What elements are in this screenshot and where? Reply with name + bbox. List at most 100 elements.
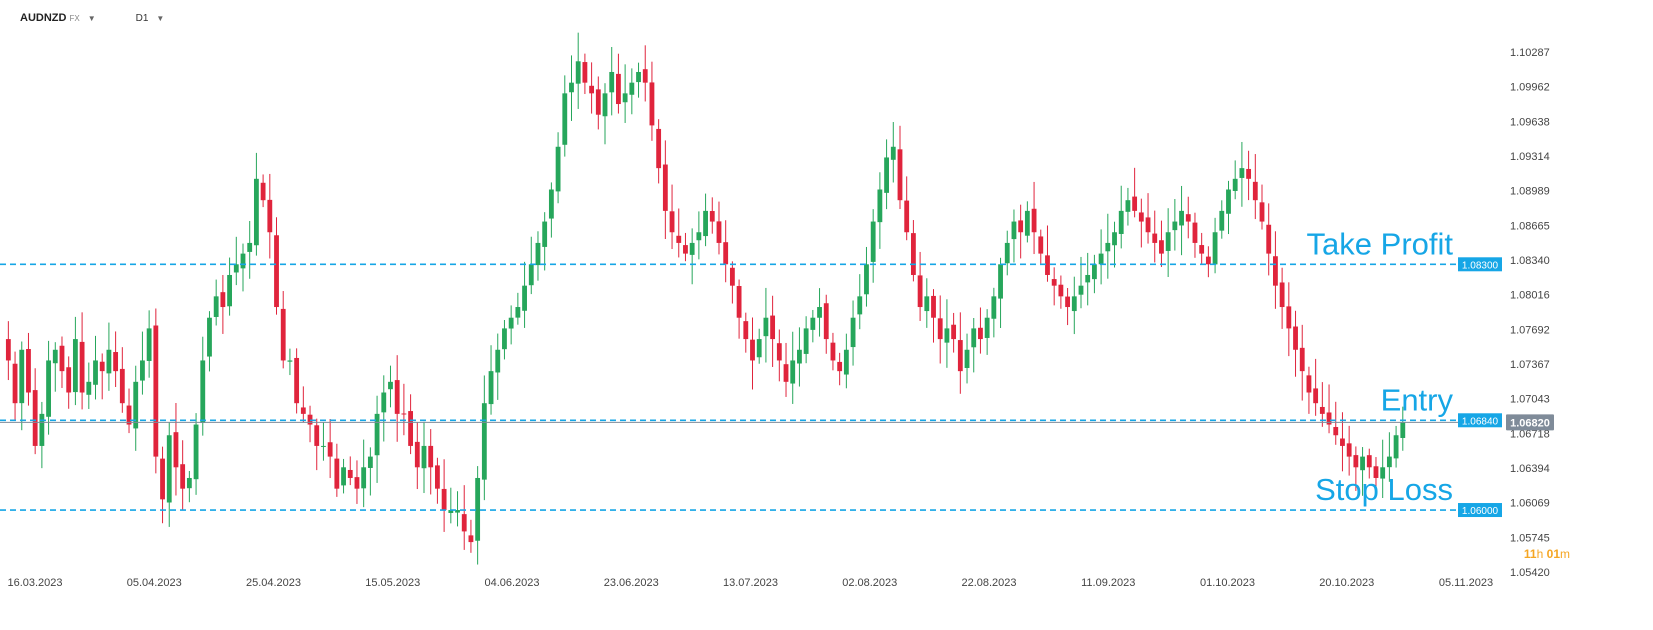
candle [1246, 150, 1252, 201]
candle [260, 174, 266, 208]
candle [502, 319, 507, 360]
candle [776, 329, 782, 382]
candle [1266, 203, 1272, 276]
time-axis[interactable]: 16.03.2023 05.04.2023 25.04.2023 15.05.2023… [7, 577, 1493, 589]
candle-body [1172, 221, 1178, 231]
candle [1273, 231, 1278, 309]
price-tick-label: 1.05420 [1510, 567, 1550, 579]
candle [327, 418, 333, 479]
candle-body [1239, 168, 1245, 178]
candle [1319, 382, 1325, 427]
candle [495, 333, 501, 400]
time-tick-label: 01.10.2023 [1200, 577, 1255, 589]
candle-body [381, 392, 387, 413]
candle [1152, 210, 1158, 263]
candle [783, 342, 789, 397]
candle [307, 405, 313, 443]
candle-body [1185, 214, 1191, 222]
candle-body [776, 343, 782, 361]
time-tick-label: 13.07.2023 [723, 577, 778, 589]
candle [294, 348, 300, 414]
candle-body [448, 510, 454, 513]
candle-body [1212, 232, 1218, 265]
candle-body [207, 317, 212, 357]
candle-body [622, 93, 628, 103]
candle [93, 335, 98, 400]
price-tick-label: 1.08665 [1510, 220, 1550, 232]
candle [240, 243, 246, 292]
candle-body [1266, 224, 1272, 254]
candle-body [703, 210, 708, 237]
candle-body [180, 464, 186, 489]
candle-body [401, 413, 407, 415]
candle [1091, 254, 1097, 294]
candle [991, 287, 997, 338]
candle [200, 336, 206, 436]
candle-body [1011, 221, 1017, 240]
candle [548, 182, 554, 238]
candle [1125, 187, 1131, 226]
candle [1085, 252, 1091, 306]
candle [341, 458, 346, 494]
candle-body [394, 380, 400, 414]
candle-body [790, 360, 796, 384]
candle-body [1279, 282, 1285, 308]
price-tick-label: 1.06394 [1510, 463, 1550, 475]
candle-body [1058, 284, 1064, 297]
price-axis[interactable]: 1.10287 1.09962 1.09638 1.09314 1.08989 1.086… [1506, 47, 1554, 579]
entry-price-tag-text: 1.06840 [1462, 416, 1499, 427]
caret-down-icon[interactable]: ▼ [87, 13, 96, 23]
candle [401, 383, 407, 436]
candle-body [133, 381, 139, 429]
candle [280, 291, 286, 369]
candle [978, 307, 983, 354]
candle-body [803, 328, 809, 354]
candle [589, 62, 595, 114]
candle-body [857, 296, 863, 315]
candle-body [642, 69, 648, 83]
candle [957, 312, 963, 394]
candle-body [32, 390, 38, 446]
price-tick-label: 1.07043 [1510, 394, 1550, 406]
time-tick-label: 05.11.2023 [1439, 577, 1493, 589]
candle-body [59, 345, 65, 372]
candle-body [709, 211, 715, 222]
candle-body [1132, 196, 1138, 211]
candle [428, 429, 434, 495]
candle [683, 232, 688, 262]
candle [106, 322, 112, 391]
candle [1373, 457, 1379, 492]
candle-body [267, 199, 273, 233]
candle-body [5, 339, 11, 361]
candle [870, 209, 876, 283]
candle-body [314, 425, 320, 446]
candle-body [280, 308, 286, 361]
candle [455, 491, 460, 527]
candle [5, 321, 11, 381]
candle [354, 460, 360, 504]
candle-body [166, 435, 172, 503]
candle-body [1226, 189, 1231, 214]
caret-down-icon[interactable]: ▼ [156, 13, 165, 23]
price-tick-label: 1.08989 [1510, 186, 1550, 198]
candle-body [783, 364, 789, 382]
candle [1058, 275, 1064, 309]
candle-body [904, 200, 910, 233]
candle-body [602, 93, 608, 117]
candle-body [106, 349, 112, 374]
candle [1172, 199, 1178, 251]
candle [1386, 432, 1392, 482]
symbol-name[interactable]: AUDNZD [20, 12, 67, 24]
candle [66, 356, 72, 409]
timeframe-selector[interactable]: D1 [135, 12, 149, 24]
candle-body [951, 324, 957, 340]
candle [448, 487, 454, 524]
candle-body [253, 178, 259, 246]
candle-body [441, 488, 447, 511]
current-price-tag [1506, 414, 1554, 431]
candle [153, 308, 159, 474]
candle [334, 443, 340, 497]
candle-body [1098, 253, 1104, 265]
candle-body [884, 157, 889, 193]
